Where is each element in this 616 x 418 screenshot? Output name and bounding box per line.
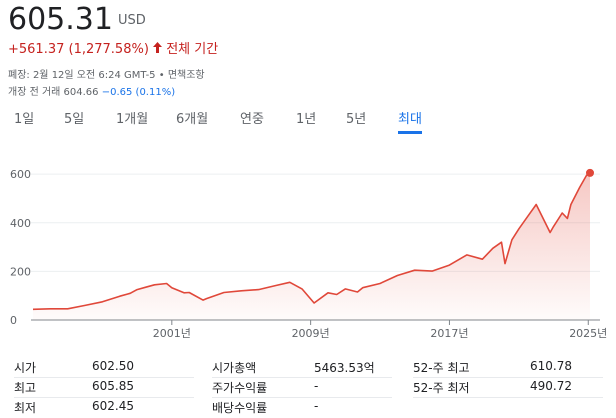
premarket: 개장 전 거래 604.66 <box>8 87 99 98</box>
tab[interactable]: 6개월 <box>176 112 209 127</box>
premarket-change: −0.65 (0.11%) <box>101 87 176 98</box>
change-value: +561.37 (1,277.58%) <box>8 42 149 57</box>
stat-label: 주가수익률 <box>212 381 268 395</box>
disclaimer[interactable]: 면책조항 <box>167 70 205 81</box>
end-point <box>586 168 594 177</box>
tab[interactable]: 1일 <box>14 112 35 127</box>
stat-value: 610.78 <box>530 359 572 373</box>
separator <box>413 397 603 398</box>
x-tick-label: 2001년 <box>153 327 191 340</box>
x-tick-label: 2017년 <box>430 327 468 340</box>
stat-value: 5463.53억 <box>314 361 375 375</box>
tab[interactable]: 연중 <box>240 112 264 127</box>
y-tick-label: 200 <box>10 265 31 278</box>
y-tick-label: 600 <box>10 168 31 181</box>
separator <box>14 397 194 398</box>
closed-info: 폐장: 2월 12일 오전 6:24 GMT-5 • 면책조항 <box>8 66 205 81</box>
price: 605.31 <box>8 2 113 37</box>
tab[interactable]: 1개월 <box>116 112 149 127</box>
tab[interactable]: 5일 <box>64 112 85 127</box>
separator <box>413 377 603 378</box>
separator <box>212 377 392 378</box>
stat-value: 602.45 <box>92 399 134 413</box>
y-tick-label: 0 <box>10 314 17 327</box>
tab[interactable]: 1년 <box>296 112 317 127</box>
up-arrow <box>153 42 163 53</box>
stat-label: 최저 <box>14 401 37 415</box>
line <box>32 172 591 311</box>
tab[interactable]: 최대 <box>398 108 422 134</box>
separator <box>14 377 194 378</box>
area <box>33 172 590 320</box>
stat-value: 602.50 <box>92 359 134 373</box>
separator <box>212 397 392 398</box>
stat-label: 시가 <box>14 361 37 375</box>
stat-label: 52-주 최고 <box>413 361 470 375</box>
stat-value: - <box>314 379 319 393</box>
chart: 0 200 400 600 2001년 2009년 2017년 2025년 <box>10 168 607 340</box>
x-tick-label: 2009년 <box>292 327 330 340</box>
stat-label: 최고 <box>14 381 37 395</box>
stat-value: 605.85 <box>92 379 134 393</box>
stat-label: 52-주 최저 <box>413 381 470 395</box>
tab[interactable]: 5년 <box>346 112 367 127</box>
premarket-info: 개장 전 거래 604.66 −0.65 (0.11%) <box>8 83 175 98</box>
closed: 폐장: 2월 12일 오전 6:24 GMT-5 • <box>8 70 168 81</box>
currency: USD <box>118 13 146 28</box>
stat-label: 시가총액 <box>212 361 257 375</box>
y-tick-label: 400 <box>10 217 31 230</box>
stat-label: 배당수익률 <box>212 401 268 415</box>
stat-value: 490.72 <box>530 379 572 393</box>
stat-value: - <box>314 399 319 413</box>
change: +561.37 (1,277.58%) 전체 기간 <box>8 38 218 57</box>
period: 전체 기간 <box>166 42 219 57</box>
x-tick-label: 2025년 <box>569 327 607 340</box>
